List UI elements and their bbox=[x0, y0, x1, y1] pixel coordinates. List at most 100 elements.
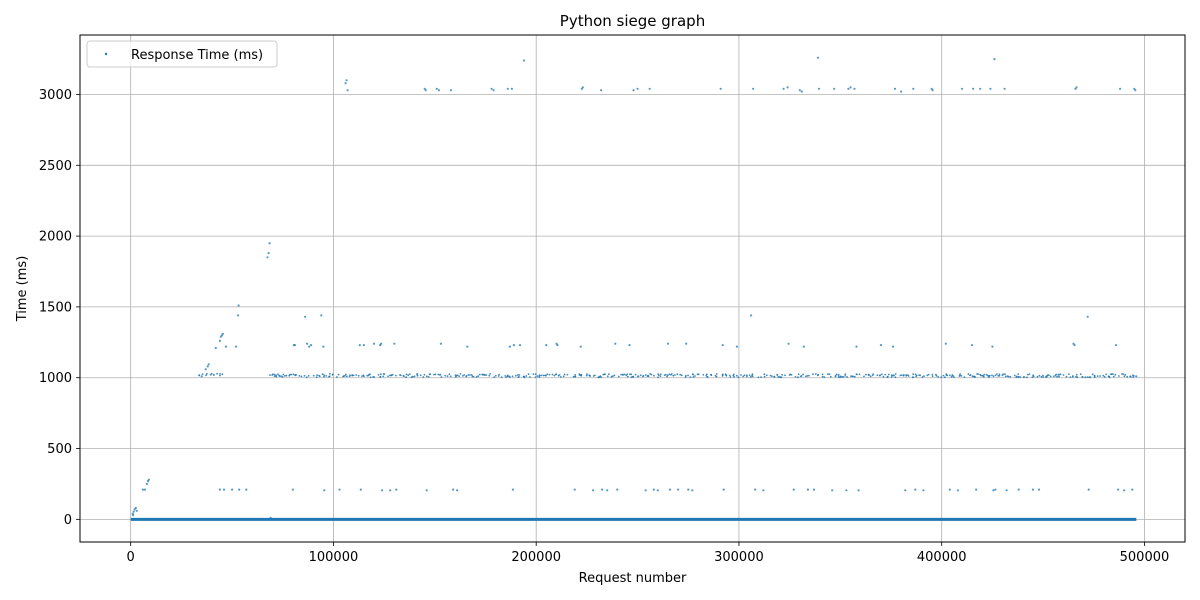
data-point bbox=[829, 375, 832, 378]
data-point bbox=[630, 373, 633, 376]
data-point bbox=[884, 373, 887, 376]
data-point bbox=[781, 373, 784, 376]
data-point bbox=[1052, 375, 1055, 378]
data-point bbox=[538, 374, 541, 377]
data-point bbox=[1015, 375, 1018, 378]
data-point bbox=[847, 87, 850, 90]
data-point bbox=[1084, 376, 1087, 379]
data-point bbox=[839, 376, 842, 379]
data-point bbox=[358, 344, 361, 347]
data-point bbox=[616, 488, 619, 491]
chart-title: Python siege graph bbox=[560, 12, 705, 30]
data-point bbox=[694, 375, 696, 377]
data-point bbox=[267, 252, 270, 255]
data-point bbox=[477, 375, 480, 378]
data-point bbox=[269, 374, 271, 376]
data-point bbox=[740, 374, 742, 376]
data-point bbox=[776, 373, 779, 376]
data-point bbox=[994, 488, 997, 491]
data-point bbox=[395, 374, 397, 377]
data-point bbox=[666, 375, 668, 378]
data-point bbox=[1087, 488, 1090, 491]
data-point bbox=[858, 373, 861, 376]
legend-marker bbox=[104, 52, 108, 56]
data-point bbox=[679, 373, 682, 376]
data-point bbox=[806, 488, 810, 491]
data-point bbox=[312, 374, 315, 377]
data-point bbox=[134, 506, 137, 510]
data-point bbox=[345, 375, 348, 378]
data-point bbox=[1003, 87, 1006, 90]
data-point bbox=[743, 374, 746, 377]
data-point bbox=[805, 375, 807, 378]
data-point bbox=[1028, 373, 1031, 375]
data-point bbox=[666, 342, 670, 345]
data-point bbox=[1075, 86, 1078, 89]
data-point bbox=[890, 376, 893, 378]
data-point bbox=[946, 374, 949, 377]
data-point bbox=[408, 373, 411, 375]
data-point bbox=[963, 376, 966, 378]
data-point bbox=[1073, 344, 1076, 347]
data-point bbox=[852, 375, 854, 378]
data-point bbox=[879, 374, 881, 377]
data-point bbox=[685, 374, 687, 377]
data-point bbox=[517, 375, 520, 378]
data-point bbox=[344, 82, 347, 85]
data-point bbox=[586, 373, 588, 375]
data-point bbox=[894, 373, 897, 375]
data-point bbox=[1118, 375, 1120, 377]
data-point bbox=[216, 372, 219, 375]
data-point bbox=[620, 373, 623, 376]
data-point bbox=[680, 374, 683, 377]
x-tick-label: 300000 bbox=[714, 550, 764, 565]
data-point bbox=[724, 373, 727, 376]
data-point bbox=[816, 56, 820, 59]
data-point bbox=[1075, 373, 1078, 376]
data-point bbox=[556, 344, 559, 347]
data-point bbox=[612, 375, 614, 378]
data-point bbox=[912, 376, 915, 379]
data-point bbox=[1004, 375, 1007, 378]
data-point bbox=[361, 375, 363, 377]
data-point bbox=[949, 374, 951, 377]
data-point bbox=[369, 373, 371, 376]
data-point bbox=[585, 374, 588, 377]
data-point bbox=[657, 376, 659, 379]
data-point bbox=[614, 342, 617, 345]
data-point bbox=[214, 346, 217, 350]
data-point bbox=[943, 376, 946, 379]
data-point bbox=[209, 374, 212, 376]
data-point bbox=[478, 373, 481, 376]
data-point bbox=[814, 373, 817, 375]
data-point bbox=[481, 373, 484, 376]
data-point bbox=[452, 488, 455, 491]
data-point bbox=[846, 376, 848, 378]
data-point bbox=[1065, 375, 1068, 378]
data-point bbox=[323, 489, 326, 492]
data-point bbox=[982, 374, 984, 377]
data-point bbox=[1042, 374, 1044, 377]
data-point bbox=[998, 373, 1001, 376]
data-point bbox=[141, 488, 144, 491]
data-point bbox=[305, 376, 308, 379]
data-point bbox=[956, 489, 960, 492]
data-point bbox=[882, 375, 885, 378]
data-point bbox=[219, 374, 221, 377]
data-point bbox=[1069, 376, 1072, 378]
data-point bbox=[706, 375, 709, 378]
data-point bbox=[689, 376, 692, 378]
data-point bbox=[469, 374, 471, 376]
data-point bbox=[325, 375, 328, 377]
data-point bbox=[797, 376, 799, 379]
data-point bbox=[719, 87, 722, 90]
data-point bbox=[790, 373, 793, 376]
data-point bbox=[894, 87, 897, 90]
y-tick-label: 3000 bbox=[39, 88, 72, 103]
data-point bbox=[510, 87, 513, 90]
data-point bbox=[975, 488, 978, 491]
data-point bbox=[300, 375, 303, 378]
data-point bbox=[931, 89, 934, 92]
data-point bbox=[817, 87, 821, 90]
data-point bbox=[278, 375, 281, 377]
